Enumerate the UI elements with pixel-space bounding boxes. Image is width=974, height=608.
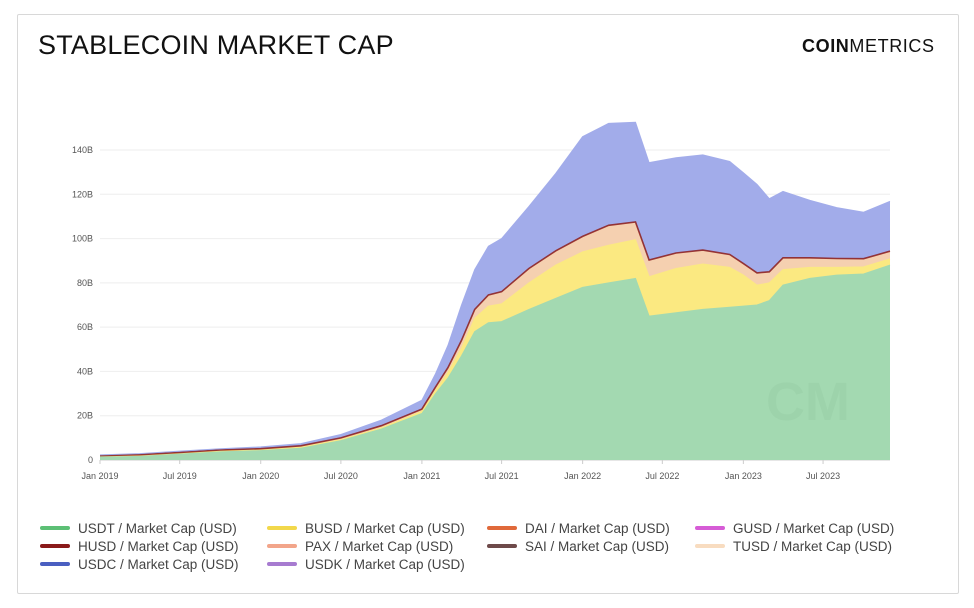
legend-item[interactable]: PAX / Market Cap (USD) [267,537,453,555]
x-tick-label: Jan 2020 [242,471,279,481]
x-tick-label: Jul 2021 [485,471,519,481]
legend-item[interactable]: USDT / Market Cap (USD) [40,519,237,537]
area-usdc[interactable] [100,122,890,456]
y-tick-label: 20B [77,411,93,421]
watermark: CM [766,372,850,432]
legend-label: PAX / Market Cap (USD) [305,538,454,554]
y-axis: 0 20B 40B 60B 80B 100B 120B 140B [72,145,93,465]
y-tick-label: 40B [77,366,93,376]
area-edge-usdt [99,264,891,457]
y-tick-label: 120B [72,189,93,199]
x-tick-label: Jul 2023 [806,471,840,481]
area-edge-usdc [99,121,891,456]
x-tick-label: Jan 2019 [81,471,118,481]
y-tick-label: 60B [77,322,93,332]
x-tick-label: Jan 2021 [403,471,440,481]
legend-swatch [267,562,297,566]
area-edges [99,121,891,457]
y-tick-label: 100B [72,234,93,244]
legend-label: BUSD / Market Cap (USD) [305,520,465,536]
area-series [100,122,890,460]
x-axis: Jan 2019 Jul 2019 Jan 2020 Jul 2020 Jan 2021… [81,460,840,481]
legend-label: TUSD / Market Cap (USD) [733,538,893,554]
legend-label: USDC / Market Cap (USD) [78,556,239,572]
brand-logo-bold: COIN [802,36,850,56]
legend-label: USDT / Market Cap (USD) [78,520,237,536]
legend-item[interactable]: SAI / Market Cap (USD) [487,537,669,555]
legend-item[interactable]: BUSD / Market Cap (USD) [267,519,465,537]
brand-logo-light: METRICS [849,36,935,56]
y-tick-label: 0 [88,455,93,465]
legend-item[interactable]: DAI / Market Cap (USD) [487,519,670,537]
x-tick-label: Jan 2022 [564,471,601,481]
legend-item[interactable]: GUSD / Market Cap (USD) [695,519,894,537]
brand-logo: COINMETRICS [802,36,935,57]
legend-label: USDK / Market Cap (USD) [305,556,465,572]
y-tick-label: 140B [72,145,93,155]
area-usdt[interactable] [100,265,890,460]
area-busd[interactable] [100,239,890,456]
x-tick-label: Jul 2022 [645,471,679,481]
legend-swatch [487,526,517,530]
legend-item[interactable]: HUSD / Market Cap (USD) [40,537,239,555]
legend-item[interactable]: USDK / Market Cap (USD) [267,555,465,573]
legend-swatch [695,526,725,530]
legend-label: HUSD / Market Cap (USD) [78,538,239,554]
area-edge-busd [99,239,891,457]
legend-swatch [40,544,70,548]
x-tick-label: Jan 2023 [725,471,762,481]
area-edge-dai [99,221,891,457]
legend-item[interactable]: USDC / Market Cap (USD) [40,555,239,573]
y-tick-label: 80B [77,278,93,288]
legend-swatch [487,544,517,548]
x-tick-label: Jul 2019 [163,471,197,481]
legend-swatch [40,562,70,566]
legend-swatch [267,544,297,548]
legend-label: DAI / Market Cap (USD) [525,520,670,536]
legend-swatch [695,544,725,548]
chart-title: STABLECOIN MARKET CAP [38,30,394,60]
legend-label: SAI / Market Cap (USD) [525,538,670,554]
x-tick-label: Jul 2020 [324,471,358,481]
legend-item[interactable]: TUSD / Market Cap (USD) [695,537,892,555]
legend-swatch [267,526,297,530]
legend-label: GUSD / Market Cap (USD) [733,520,895,536]
legend-swatch [40,526,70,530]
